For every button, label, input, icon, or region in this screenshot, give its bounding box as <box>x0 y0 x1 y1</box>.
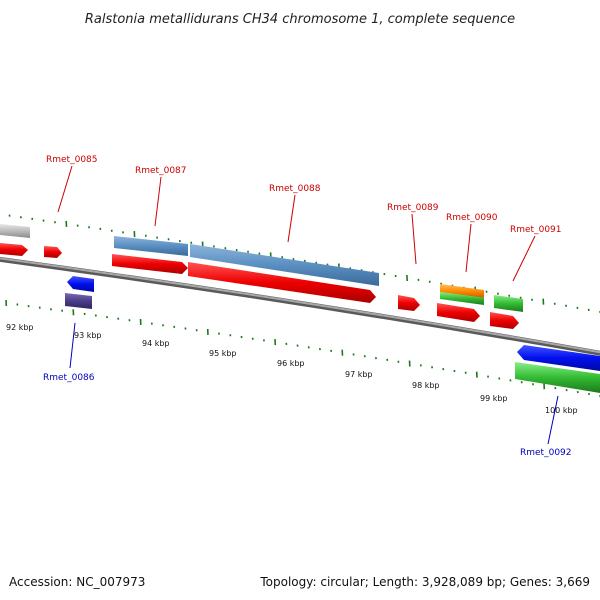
gene-arrow-0085[interactable] <box>44 246 62 258</box>
lower-tick-row <box>5 299 600 398</box>
trna-box-0090[interactable] <box>440 284 484 298</box>
accession-text: Accession: NC_007973 <box>9 575 145 589</box>
scale-tick-label: 98 kbp <box>412 381 440 390</box>
callout-line-0091 <box>512 235 536 282</box>
rrna-box-0092[interactable] <box>515 362 600 393</box>
rrna-box-0091[interactable] <box>494 295 523 312</box>
cds-box-0086[interactable] <box>65 293 92 309</box>
callout-line-0090 <box>465 223 472 273</box>
scale-tick-labels: 92 kbp 93 kbp 94 kbp 95 kbp 96 kbp 97 kb… <box>6 323 578 415</box>
map-title: Ralstonia metallidurans CH34 chromosome … <box>85 12 515 27</box>
scale-tick-label: 99 kbp <box>480 394 508 403</box>
gene-arrow-0087[interactable] <box>112 254 188 274</box>
scale-tick-label: 96 kbp <box>277 359 305 368</box>
gene-label-0085[interactable]: Rmet_0085 <box>46 155 98 165</box>
upper-tick-row <box>8 214 600 314</box>
gene-arrow-0089[interactable] <box>398 295 420 311</box>
gene-label-0090[interactable]: Rmet_0090 <box>446 213 498 223</box>
cds-box-0084[interactable] <box>0 224 30 238</box>
gene-arrow-0091[interactable] <box>490 312 519 329</box>
scale-tick-label: 100 kbp <box>545 406 578 415</box>
genome-summary-text: Topology: circular; Length: 3,928,089 bp… <box>259 575 590 589</box>
forward-features <box>0 224 523 329</box>
gene-label-0089[interactable]: Rmet_0089 <box>387 203 439 213</box>
gene-arrow-0090[interactable] <box>437 303 480 322</box>
scale-tick-label: 94 kbp <box>142 339 170 348</box>
callout-line-0088 <box>287 194 296 243</box>
scale-tick-label: 95 kbp <box>209 349 237 358</box>
gene-label-0086[interactable]: Rmet_0086 <box>43 373 95 383</box>
gene-label-0091[interactable]: Rmet_0091 <box>510 225 562 235</box>
scale-tick-label: 92 kbp <box>6 323 34 332</box>
gene-arrow-0086[interactable] <box>67 276 94 292</box>
callout-lines <box>57 165 559 445</box>
cds-box-0087[interactable] <box>114 236 188 256</box>
callout-line-0086 <box>69 322 76 369</box>
gene-arrow-0084[interactable] <box>0 243 28 256</box>
callout-line-0089 <box>411 213 417 265</box>
cds-box-0088[interactable] <box>190 244 379 286</box>
gene-label-0087[interactable]: Rmet_0087 <box>135 166 187 176</box>
gene-label-0092[interactable]: Rmet_0092 <box>520 448 572 458</box>
callout-line-0087 <box>154 176 162 227</box>
gene-arrow-0092[interactable] <box>517 345 600 371</box>
callout-line-0092 <box>547 395 559 445</box>
chromosome-backbone-highlight <box>0 257 600 354</box>
reverse-features <box>65 276 600 393</box>
callout-line-0085 <box>57 165 73 213</box>
scale-tick-label: 97 kbp <box>345 370 373 379</box>
scale-tick-label: 93 kbp <box>74 331 102 340</box>
rrna-box-0090[interactable] <box>440 292 484 305</box>
gene-arrow-0088[interactable] <box>188 262 376 303</box>
gene-label-0088[interactable]: Rmet_0088 <box>269 184 321 194</box>
gene-labels: Rmet_0085 Rmet_0086 Rmet_0087 Rmet_0088 … <box>43 155 572 458</box>
